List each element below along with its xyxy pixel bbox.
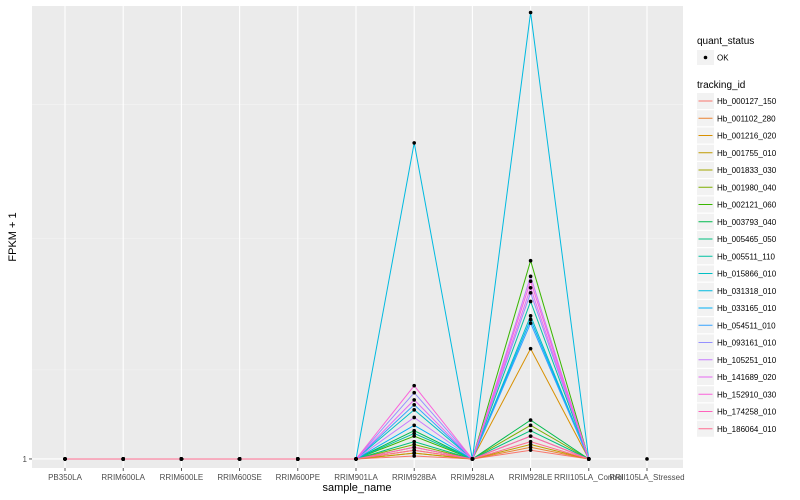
legend: quant_status OK tracking_id Hb_000127_150 Hb…	[697, 36, 777, 437]
data-point	[354, 457, 358, 461]
data-point	[528, 313, 533, 318]
y-tick-label: 1	[23, 455, 28, 464]
data-point	[412, 428, 417, 433]
data-point	[470, 457, 475, 461]
legend-label: Hb_054511_010	[717, 321, 776, 330]
x-tick-label: PB350LA	[48, 473, 82, 482]
data-point	[412, 431, 417, 436]
legend-label: Hb_000127_150	[717, 97, 777, 106]
x-tick-label: RRIM928BA	[392, 473, 437, 482]
legend-label: Hb_001980_040	[717, 183, 777, 192]
legend-label: Hb_186064_010	[717, 425, 777, 434]
data-point	[412, 442, 417, 447]
legend-label: OK	[717, 54, 729, 63]
legend-label: Hb_105251_010	[717, 356, 777, 365]
data-point	[412, 383, 417, 388]
data-point	[412, 408, 417, 412]
data-point	[528, 439, 533, 444]
legend-label: Hb_003793_040	[717, 218, 777, 227]
data-point	[412, 448, 417, 452]
x-tick-label: RRIM928LA	[451, 473, 495, 482]
data-point	[412, 451, 417, 455]
y-axis: 1	[23, 455, 32, 464]
data-point	[412, 403, 417, 407]
data-point	[412, 454, 417, 458]
data-point	[528, 428, 533, 433]
legend-label: Hb_001755_010	[717, 149, 777, 158]
legend-label: Hb_152910_030	[717, 390, 777, 399]
data-point	[237, 457, 242, 461]
data-point	[528, 346, 533, 351]
data-point	[412, 423, 417, 428]
legend-label: Hb_005465_050	[717, 235, 777, 244]
data-point	[528, 274, 533, 279]
x-axis-title: sample_name	[322, 482, 391, 494]
data-point	[63, 457, 67, 461]
data-point	[179, 457, 184, 461]
grid	[32, 6, 683, 468]
x-tick-label: RRIM928LE	[509, 473, 553, 482]
x-tick-label: RRIM600SE	[217, 473, 261, 482]
data-point	[412, 439, 417, 444]
data-point	[412, 390, 417, 395]
legend-label: Hb_031318_010	[717, 287, 777, 296]
data-point	[587, 457, 591, 461]
legend-label: Hb_001833_030	[717, 166, 777, 175]
y-axis-title: FPKM + 1	[7, 212, 19, 261]
data-point	[296, 457, 300, 461]
data-points	[63, 10, 649, 461]
legend-label: Hb_141689_020	[717, 373, 777, 382]
legend-label: Hb_005511_110	[717, 252, 776, 261]
data-point	[412, 445, 417, 450]
data-point	[412, 398, 417, 402]
legend-label: Hb_001216_020	[717, 132, 777, 141]
legend-label: Hb_174258_010	[717, 408, 777, 417]
legend-label: Hb_015866_010	[717, 270, 777, 279]
x-tick-label: RRII105LA_Stressed	[609, 473, 684, 482]
data-point	[528, 448, 533, 452]
data-point	[528, 434, 533, 438]
x-axis: PB350LA RRIM600LA RRIM600LE RRIM600SE RRIM60…	[48, 468, 685, 482]
legend-label: Hb_001102_280	[717, 114, 776, 123]
panel-background	[32, 6, 683, 468]
legend-label: Hb_002121_060	[717, 201, 777, 210]
legend-label: Hb_033165_010	[717, 304, 777, 313]
series-line-Hb_186064_010	[65, 441, 589, 460]
x-tick-label: RRIM901LA	[334, 473, 378, 482]
data-point	[528, 445, 533, 450]
data-point	[528, 299, 533, 304]
data-point	[528, 423, 533, 428]
legend-title-quant-status: quant_status	[697, 36, 754, 47]
data-point	[528, 321, 533, 325]
data-point	[528, 317, 533, 322]
legend-title-tracking-id: tracking_id	[697, 80, 745, 91]
data-point	[412, 434, 417, 438]
data-point	[528, 291, 533, 295]
data-point	[121, 457, 125, 461]
data-point	[528, 10, 533, 15]
data-point	[645, 457, 649, 461]
data-point	[528, 258, 533, 263]
data-point	[412, 415, 417, 420]
legend-label: Hb_093161_010	[717, 339, 777, 348]
data-point	[528, 418, 533, 422]
x-tick-label: RRII105LA_Control	[554, 473, 624, 482]
data-point	[412, 141, 417, 145]
data-point	[528, 279, 533, 284]
x-tick-label: RRIM600PE	[276, 473, 320, 482]
x-tick-label: RRIM600LE	[160, 473, 204, 482]
series-lines	[65, 12, 590, 461]
x-tick-label: RRIM600LA	[101, 473, 145, 482]
data-point	[528, 442, 533, 447]
legend-point-symbol	[703, 55, 708, 60]
data-point	[528, 286, 533, 290]
